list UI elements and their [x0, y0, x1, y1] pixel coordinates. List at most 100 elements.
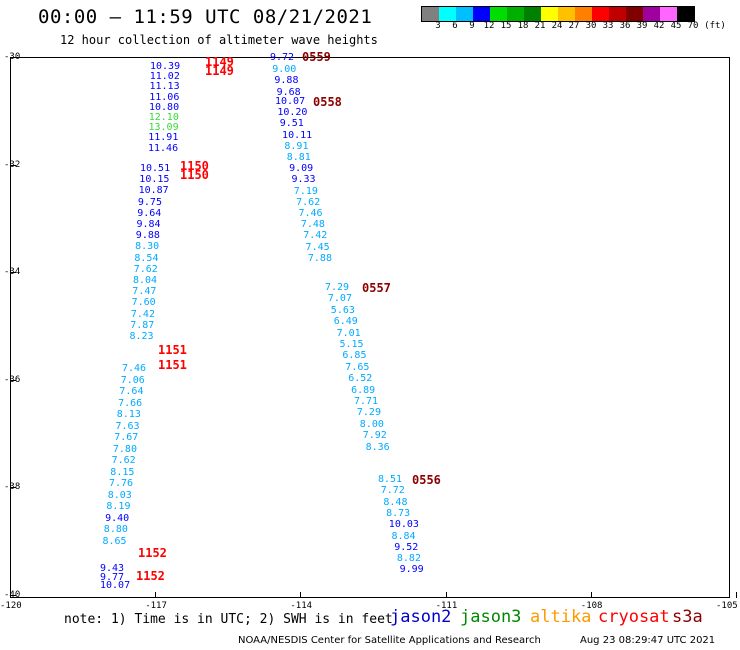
- wave-height-value: 12.10: [148, 112, 179, 123]
- wave-height-value: 7.72: [380, 485, 405, 497]
- colorbar-swatch: [473, 7, 490, 21]
- lat-tick-mark: [10, 379, 16, 381]
- lon-tick-label: -111: [435, 601, 458, 611]
- colorbar-swatch: [541, 7, 558, 21]
- wave-height-value: 11.06: [149, 91, 180, 103]
- wave-height-value: 7.67: [114, 432, 139, 443]
- colorbar-tick-label: 36: [619, 21, 631, 31]
- wave-height-value: 7.88: [307, 252, 332, 264]
- wave-height-value: 11.91: [148, 132, 179, 144]
- legend-cryosat: cryosat: [598, 607, 670, 627]
- wave-height-value: 8.91: [284, 140, 309, 152]
- wave-height-value: 7.62: [296, 196, 321, 208]
- colorbar: [421, 6, 695, 22]
- wave-height-value: 8.03: [107, 489, 132, 501]
- wave-height-value: 8.51: [378, 474, 403, 485]
- wave-height-value: 8.54: [134, 252, 159, 264]
- colorbar-swatch: [456, 7, 473, 21]
- wave-height-value: 7.92: [362, 430, 387, 442]
- wave-height-value: 7.64: [119, 386, 144, 397]
- generated-timestamp: Aug 23 08:29:47 UTC 2021: [580, 635, 716, 646]
- colorbar-tick-label: 6: [452, 21, 458, 31]
- wave-height-value: 7.29: [325, 282, 350, 293]
- lon-tick-label: -117: [145, 601, 167, 611]
- lat-tick-label: -38: [4, 482, 21, 492]
- colorbar-tick-label: 30: [585, 21, 597, 31]
- wave-height-value: 8.81: [286, 152, 311, 163]
- colorbar-swatch: [507, 7, 524, 21]
- wave-height-value: 7.07: [327, 293, 352, 305]
- colorbar-tick-label: 24: [551, 21, 563, 31]
- pass-time-label: 1149: [205, 64, 234, 78]
- lat-tick-label: -40: [4, 589, 21, 600]
- lon-tick-mark: [155, 592, 157, 598]
- lat-tick-label: -36: [4, 374, 21, 385]
- colorbar-tick-label: 45: [670, 21, 682, 31]
- colorbar-unit: (ft): [704, 21, 726, 31]
- lon-tick-mark: [10, 592, 11, 598]
- wave-height-value: 8.30: [135, 241, 160, 253]
- wave-height-value: 8.84: [391, 530, 416, 542]
- colorbar-tick-label: 39: [636, 21, 648, 31]
- wave-height-value: 9.88: [135, 230, 160, 242]
- lon-tick-label: -108: [580, 601, 603, 611]
- lon-tick-label: -105: [716, 601, 738, 611]
- wave-height-value: 7.19: [293, 185, 318, 197]
- wave-height-value: 9.40: [105, 512, 130, 524]
- lat-tick-label: -34: [4, 267, 21, 277]
- wave-height-value: 7.29: [356, 407, 381, 419]
- wave-height-value: 9.68: [276, 86, 301, 98]
- wave-height-value: 7.62: [111, 455, 136, 466]
- wave-height-value: 10.80: [149, 101, 180, 113]
- lon-tick-mark: [736, 592, 737, 598]
- lat-tick-mark: [10, 57, 16, 58]
- pass-time-label: 1151: [158, 343, 187, 357]
- wave-height-value: 9.51: [279, 118, 304, 130]
- wave-height-value: 7.06: [120, 374, 145, 386]
- wave-height-value: 9.52: [394, 541, 419, 553]
- lat-tick-mark: [10, 272, 16, 273]
- map-title: 00:00 — 11:59 UTC 08/21/2021: [38, 6, 373, 28]
- lat-tick-label: -30: [4, 52, 21, 62]
- wave-height-value: 7.87: [130, 319, 155, 331]
- wave-height-value: 9.43: [100, 563, 125, 574]
- wave-height-value: 10.11: [282, 129, 313, 141]
- colorbar-tick-label: 3: [435, 21, 441, 31]
- map-subtitle: 12 hour collection of altimeter wave hei…: [60, 33, 378, 47]
- legend-altika: altika: [530, 607, 592, 627]
- colorbar-swatch: [592, 7, 609, 21]
- wave-height-value: 8.82: [396, 553, 421, 565]
- pass-time-label: 1152: [138, 546, 167, 560]
- colorbar-tick-label: 21: [534, 21, 546, 31]
- wave-height-value: 7.46: [122, 363, 147, 374]
- wave-height-value: 5.63: [330, 304, 355, 316]
- colorbar-tick-label: 33: [602, 21, 614, 31]
- lat-tick-label: -32: [4, 159, 21, 170]
- wave-height-value: 11.02: [149, 71, 180, 83]
- wave-height-value: 8.15: [110, 466, 135, 478]
- wave-height-value: 7.01: [336, 327, 361, 339]
- lat-tick-mark: [10, 164, 16, 166]
- wave-height-value: 13.09: [148, 122, 179, 134]
- wave-height-value: 9.33: [291, 174, 316, 186]
- wave-height-value: 7.80: [112, 443, 137, 455]
- lon-tick-mark: [445, 592, 447, 598]
- wave-height-value: 8.73: [386, 507, 411, 519]
- colorbar-swatch: [490, 7, 507, 21]
- colorbar-swatch: [626, 7, 643, 21]
- colorbar-swatch: [677, 7, 694, 21]
- wave-height-value: 7.66: [118, 397, 143, 409]
- pass-time-label: 1152: [136, 569, 165, 583]
- wave-height-value: 7.63: [115, 420, 140, 432]
- pass-time-label: 0556: [412, 473, 441, 487]
- wave-height-value: 6.89: [351, 384, 376, 396]
- pass-time-label: 1149: [205, 55, 234, 69]
- wave-height-value: 6.49: [333, 316, 358, 328]
- lon-tick-label: -114: [290, 601, 313, 611]
- wave-height-value: 10.07: [100, 580, 131, 591]
- colorbar-tick-label: 9: [469, 21, 475, 31]
- pass-time-label: 1150: [180, 159, 209, 173]
- wave-height-value: 7.45: [305, 241, 330, 253]
- pass-time-label: 0558: [313, 95, 342, 109]
- colorbar-swatch: [660, 7, 677, 21]
